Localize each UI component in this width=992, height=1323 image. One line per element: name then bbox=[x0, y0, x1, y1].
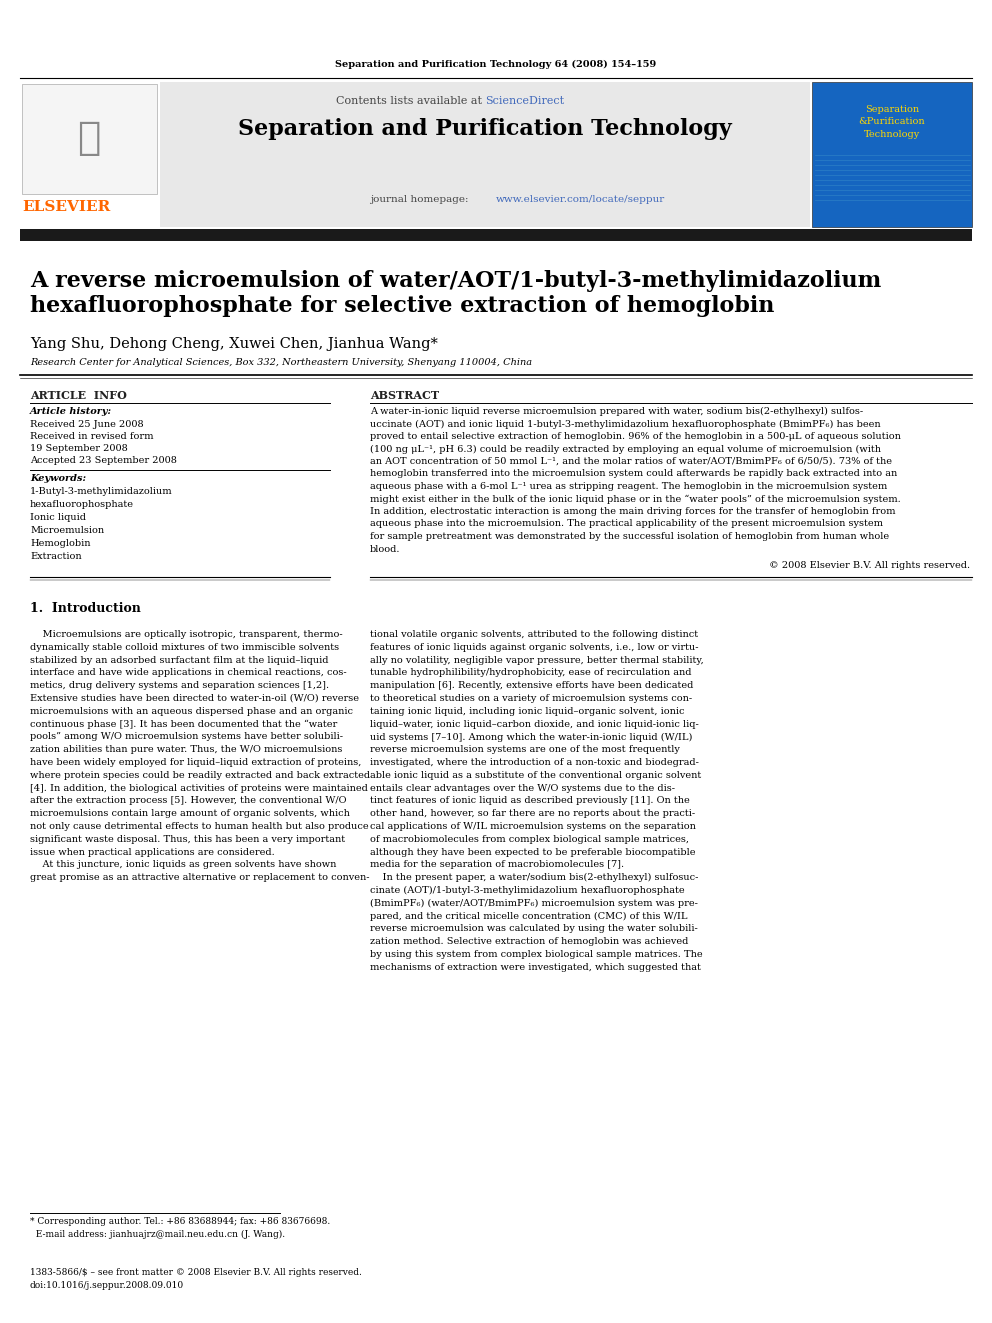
Text: (100 ng μL⁻¹, pH 6.3) could be readily extracted by employing an equal volume of: (100 ng μL⁻¹, pH 6.3) could be readily e… bbox=[370, 445, 881, 454]
Text: not only cause detrimental effects to human health but also produce: not only cause detrimental effects to hu… bbox=[30, 822, 369, 831]
Text: pools” among W/O microemulsion systems have better solubili-: pools” among W/O microemulsion systems h… bbox=[30, 733, 343, 741]
Text: 1.  Introduction: 1. Introduction bbox=[30, 602, 141, 615]
Bar bbox=[160, 82, 810, 228]
Text: A reverse microemulsion of water/AOT/1-butyl-3-methylimidazolium: A reverse microemulsion of water/AOT/1-b… bbox=[30, 270, 881, 292]
Text: doi:10.1016/j.seppur.2008.09.010: doi:10.1016/j.seppur.2008.09.010 bbox=[30, 1281, 185, 1290]
Text: E-mail address: jianhuajrz@mail.neu.edu.cn (J. Wang).: E-mail address: jianhuajrz@mail.neu.edu.… bbox=[30, 1230, 285, 1240]
Text: Microemulsions are optically isotropic, transparent, thermo-: Microemulsions are optically isotropic, … bbox=[30, 630, 342, 639]
Text: blood.: blood. bbox=[370, 545, 401, 553]
Text: 1383-5866/$ – see front matter © 2008 Elsevier B.V. All rights reserved.: 1383-5866/$ – see front matter © 2008 El… bbox=[30, 1267, 362, 1277]
Text: uid systems [7–10]. Among which the water-in-ionic liquid (W/IL): uid systems [7–10]. Among which the wate… bbox=[370, 733, 692, 741]
Text: ABSTRACT: ABSTRACT bbox=[370, 390, 439, 401]
Text: hemoglobin transferred into the microemulsion system could afterwards be rapidly: hemoglobin transferred into the microemu… bbox=[370, 470, 897, 479]
Text: by using this system from complex biological sample matrices. The: by using this system from complex biolog… bbox=[370, 950, 702, 959]
Text: Contents lists available at: Contents lists available at bbox=[335, 97, 485, 106]
Text: although they have been expected to be preferable biocompatible: although they have been expected to be p… bbox=[370, 848, 695, 856]
Text: Received in revised form: Received in revised form bbox=[30, 433, 154, 441]
Text: aqueous phase with a 6-mol L⁻¹ urea as stripping reagent. The hemoglobin in the : aqueous phase with a 6-mol L⁻¹ urea as s… bbox=[370, 482, 887, 491]
Text: reverse microemulsion systems are one of the most frequently: reverse microemulsion systems are one of… bbox=[370, 745, 680, 754]
Text: tunable hydrophilibility/hydrophobicity, ease of recirculation and: tunable hydrophilibility/hydrophobicity,… bbox=[370, 668, 691, 677]
Text: journal homepage:: journal homepage: bbox=[370, 194, 472, 204]
Text: significant waste disposal. Thus, this has been a very important: significant waste disposal. Thus, this h… bbox=[30, 835, 345, 844]
Text: Separation and Purification Technology 64 (2008) 154–159: Separation and Purification Technology 6… bbox=[335, 60, 657, 69]
Text: liquid–water, ionic liquid–carbon dioxide, and ionic liquid-ionic liq-: liquid–water, ionic liquid–carbon dioxid… bbox=[370, 720, 698, 729]
Text: aqueous phase into the microemulsion. The practical applicability of the present: aqueous phase into the microemulsion. Th… bbox=[370, 520, 883, 528]
Text: great promise as an attractive alternative or replacement to conven-: great promise as an attractive alternati… bbox=[30, 873, 369, 882]
Text: tional volatile organic solvents, attributed to the following distinct: tional volatile organic solvents, attrib… bbox=[370, 630, 698, 639]
Text: an AOT concentration of 50 mmol L⁻¹, and the molar ratios of water/AOT/BmimPF₆ o: an AOT concentration of 50 mmol L⁻¹, and… bbox=[370, 456, 892, 466]
Text: have been widely employed for liquid–liquid extraction of proteins,: have been widely employed for liquid–liq… bbox=[30, 758, 361, 767]
Text: In the present paper, a water/sodium bis(2-ethylhexyl) sulfosuc-: In the present paper, a water/sodium bis… bbox=[370, 873, 698, 882]
Text: ally no volatility, negligible vapor pressure, better thermal stability,: ally no volatility, negligible vapor pre… bbox=[370, 656, 703, 664]
Text: ELSEVIER: ELSEVIER bbox=[22, 200, 110, 214]
Text: dynamically stable colloid mixtures of two immiscible solvents: dynamically stable colloid mixtures of t… bbox=[30, 643, 339, 652]
Bar bbox=[22, 83, 157, 194]
Text: able ionic liquid as a substitute of the conventional organic solvent: able ionic liquid as a substitute of the… bbox=[370, 771, 701, 779]
Text: to theoretical studies on a variety of microemulsion systems con-: to theoretical studies on a variety of m… bbox=[370, 695, 692, 703]
Text: investigated, where the introduction of a non-toxic and biodegrad-: investigated, where the introduction of … bbox=[370, 758, 699, 767]
Text: Yang Shu, Dehong Cheng, Xuwei Chen, Jianhua Wang*: Yang Shu, Dehong Cheng, Xuwei Chen, Jian… bbox=[30, 337, 437, 351]
Text: mechanisms of extraction were investigated, which suggested that: mechanisms of extraction were investigat… bbox=[370, 963, 701, 972]
Text: tinct features of ionic liquid as described previously [11]. On the: tinct features of ionic liquid as descri… bbox=[370, 796, 689, 806]
Text: [4]. In addition, the biological activities of proteins were maintained: [4]. In addition, the biological activit… bbox=[30, 783, 368, 792]
Text: Research Center for Analytical Sciences, Box 332, Northeastern University, Sheny: Research Center for Analytical Sciences,… bbox=[30, 359, 532, 366]
Text: cal applications of W/IL microemulsion systems on the separation: cal applications of W/IL microemulsion s… bbox=[370, 822, 695, 831]
Text: (BmimPF₆) (water/AOT/BmimPF₆) microemulsion system was pre-: (BmimPF₆) (water/AOT/BmimPF₆) microemuls… bbox=[370, 898, 698, 908]
Text: taining ionic liquid, including ionic liquid–organic solvent, ionic: taining ionic liquid, including ionic li… bbox=[370, 706, 684, 716]
Text: features of ionic liquids against organic solvents, i.e., low or virtu-: features of ionic liquids against organi… bbox=[370, 643, 698, 652]
Text: At this juncture, ionic liquids as green solvents have shown: At this juncture, ionic liquids as green… bbox=[30, 860, 336, 869]
Text: entails clear advantages over the W/O systems due to the dis-: entails clear advantages over the W/O sy… bbox=[370, 783, 675, 792]
Text: proved to entail selective extraction of hemoglobin. 96% of the hemoglobin in a : proved to entail selective extraction of… bbox=[370, 433, 901, 441]
Text: reverse microemulsion was calculated by using the water solubili-: reverse microemulsion was calculated by … bbox=[370, 925, 697, 934]
Text: hexafluorophosphate for selective extraction of hemoglobin: hexafluorophosphate for selective extrac… bbox=[30, 295, 775, 318]
Text: Separation and Purification Technology: Separation and Purification Technology bbox=[238, 118, 732, 140]
Bar bbox=[20, 229, 972, 241]
Text: microemulsions with an aqueous dispersed phase and an organic: microemulsions with an aqueous dispersed… bbox=[30, 706, 353, 716]
Text: hexafluorophosphate: hexafluorophosphate bbox=[30, 500, 134, 509]
Text: In addition, electrostatic interaction is among the main driving forces for the : In addition, electrostatic interaction i… bbox=[370, 507, 896, 516]
Text: pared, and the critical micelle concentration (CMC) of this W/IL: pared, and the critical micelle concentr… bbox=[370, 912, 687, 921]
Text: www.elsevier.com/locate/seppur: www.elsevier.com/locate/seppur bbox=[496, 194, 666, 204]
Text: uccinate (AOT) and ionic liquid 1-butyl-3-methylimidazolium hexafluorophosphate : uccinate (AOT) and ionic liquid 1-butyl-… bbox=[370, 419, 881, 429]
Text: Separation
&Purification
Technology: Separation &Purification Technology bbox=[859, 105, 926, 139]
Text: manipulation [6]. Recently, extensive efforts have been dedicated: manipulation [6]. Recently, extensive ef… bbox=[370, 681, 693, 691]
Bar bbox=[812, 82, 972, 228]
Text: © 2008 Elsevier B.V. All rights reserved.: © 2008 Elsevier B.V. All rights reserved… bbox=[769, 561, 970, 570]
Text: Received 25 June 2008: Received 25 June 2008 bbox=[30, 419, 144, 429]
Text: of macrobiomolecules from complex biological sample matrices,: of macrobiomolecules from complex biolog… bbox=[370, 835, 689, 844]
Text: cinate (AOT)/1-butyl-3-methylimidazolium hexafluorophosphate: cinate (AOT)/1-butyl-3-methylimidazolium… bbox=[370, 886, 684, 896]
Text: interface and have wide applications in chemical reactions, cos-: interface and have wide applications in … bbox=[30, 668, 346, 677]
Text: issue when practical applications are considered.: issue when practical applications are co… bbox=[30, 848, 275, 856]
Text: might exist either in the bulk of the ionic liquid phase or in the “water pools”: might exist either in the bulk of the io… bbox=[370, 495, 901, 504]
Text: ScienceDirect: ScienceDirect bbox=[485, 97, 564, 106]
Text: * Corresponding author. Tel.: +86 83688944; fax: +86 83676698.: * Corresponding author. Tel.: +86 836889… bbox=[30, 1217, 330, 1226]
Text: 🌳: 🌳 bbox=[77, 120, 100, 157]
Text: Article history:: Article history: bbox=[30, 407, 112, 415]
Text: zation method. Selective extraction of hemoglobin was achieved: zation method. Selective extraction of h… bbox=[370, 937, 688, 946]
Text: metics, drug delivery systems and separation sciences [1,2].: metics, drug delivery systems and separa… bbox=[30, 681, 329, 691]
Text: Extraction: Extraction bbox=[30, 552, 81, 561]
Text: Keywords:: Keywords: bbox=[30, 474, 86, 483]
Text: Ionic liquid: Ionic liquid bbox=[30, 513, 86, 523]
Text: for sample pretreatment was demonstrated by the successful isolation of hemoglob: for sample pretreatment was demonstrated… bbox=[370, 532, 889, 541]
Text: Microemulsion: Microemulsion bbox=[30, 527, 104, 534]
Text: media for the separation of macrobiomolecules [7].: media for the separation of macrobiomole… bbox=[370, 860, 624, 869]
Text: after the extraction process [5]. However, the conventional W/O: after the extraction process [5]. Howeve… bbox=[30, 796, 346, 806]
Text: 19 September 2008: 19 September 2008 bbox=[30, 445, 128, 452]
Text: 1-Butyl-3-methylimidazolium: 1-Butyl-3-methylimidazolium bbox=[30, 487, 173, 496]
Text: Extensive studies have been directed to water-in-oil (W/O) reverse: Extensive studies have been directed to … bbox=[30, 695, 359, 703]
Text: Accepted 23 September 2008: Accepted 23 September 2008 bbox=[30, 456, 177, 464]
Text: continuous phase [3]. It has been documented that the “water: continuous phase [3]. It has been docume… bbox=[30, 720, 337, 729]
Text: other hand, however, so far there are no reports about the practi-: other hand, however, so far there are no… bbox=[370, 810, 695, 818]
Text: stabilized by an adsorbed surfactant film at the liquid–liquid: stabilized by an adsorbed surfactant fil… bbox=[30, 656, 328, 664]
Text: zation abilities than pure water. Thus, the W/O microemulsions: zation abilities than pure water. Thus, … bbox=[30, 745, 342, 754]
Text: A water-in-ionic liquid reverse microemulsion prepared with water, sodium bis(2-: A water-in-ionic liquid reverse microemu… bbox=[370, 407, 863, 417]
Text: where protein species could be readily extracted and back extracted: where protein species could be readily e… bbox=[30, 771, 370, 779]
Text: microemulsions contain large amount of organic solvents, which: microemulsions contain large amount of o… bbox=[30, 810, 350, 818]
Text: ARTICLE  INFO: ARTICLE INFO bbox=[30, 390, 127, 401]
Text: Hemoglobin: Hemoglobin bbox=[30, 538, 90, 548]
